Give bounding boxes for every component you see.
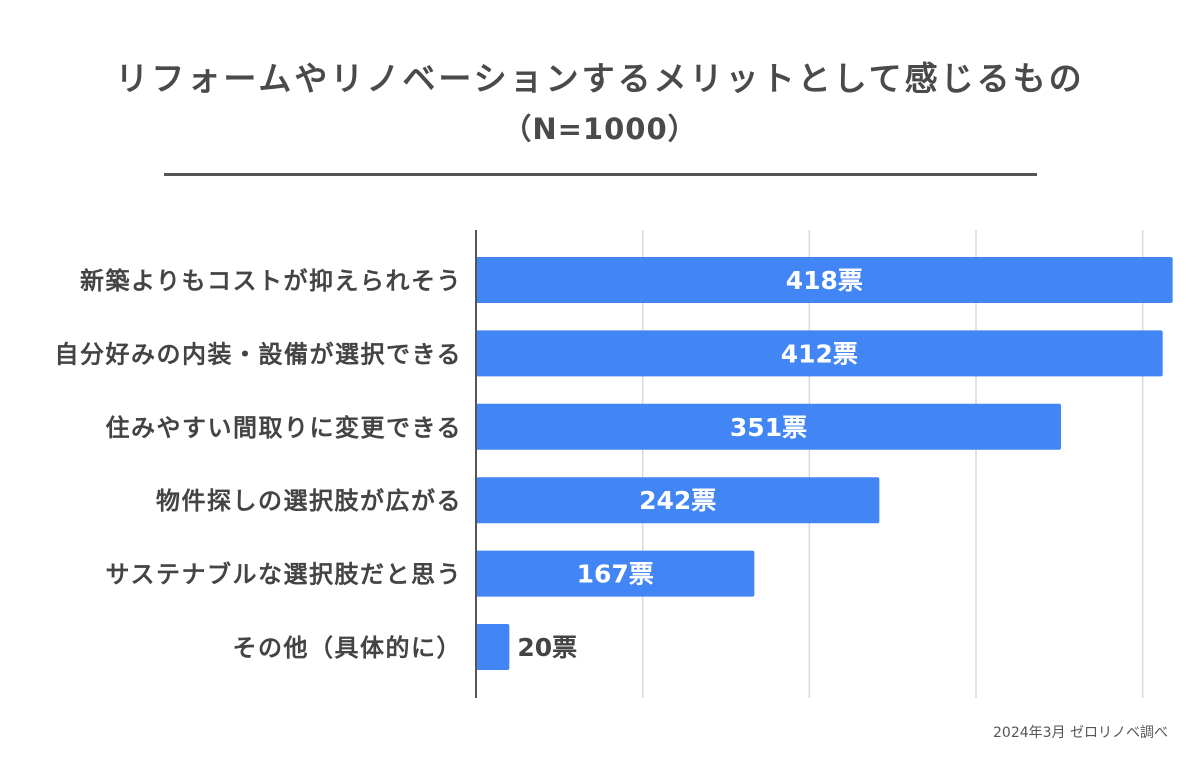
chart-subtitle: （N=1000） — [502, 112, 698, 146]
category-label: 自分好みの内装・設備が選択できる — [54, 340, 462, 368]
bar — [476, 477, 880, 524]
data-label: 412票 — [781, 339, 858, 368]
title-divider — [164, 173, 1037, 176]
category-label: 新築よりもコストが抑えられそう — [80, 267, 462, 295]
category-label: サステナブルな選択肢だと思う — [105, 561, 462, 589]
bar — [476, 550, 755, 597]
source-note: 2024年3月 ゼロリノベ調べ — [993, 725, 1168, 741]
category-label: 住みやすい間取りに変更できる — [105, 414, 462, 442]
bar — [476, 624, 510, 670]
category-label: その他（具体的に） — [233, 634, 463, 662]
data-label: 351票 — [730, 413, 807, 442]
category-label: 物件探しの選択肢が広がる — [156, 487, 462, 515]
data-label: 167票 — [577, 560, 654, 589]
bar — [476, 330, 1163, 377]
data-label: 242票 — [639, 486, 716, 515]
data-label: 20票 — [517, 633, 577, 662]
bar — [476, 257, 1173, 303]
data-label: 418票 — [786, 266, 863, 295]
chart-title: リフォームやリノベーションするメリットとして感じるもの — [115, 59, 1085, 98]
bar — [476, 403, 1061, 450]
